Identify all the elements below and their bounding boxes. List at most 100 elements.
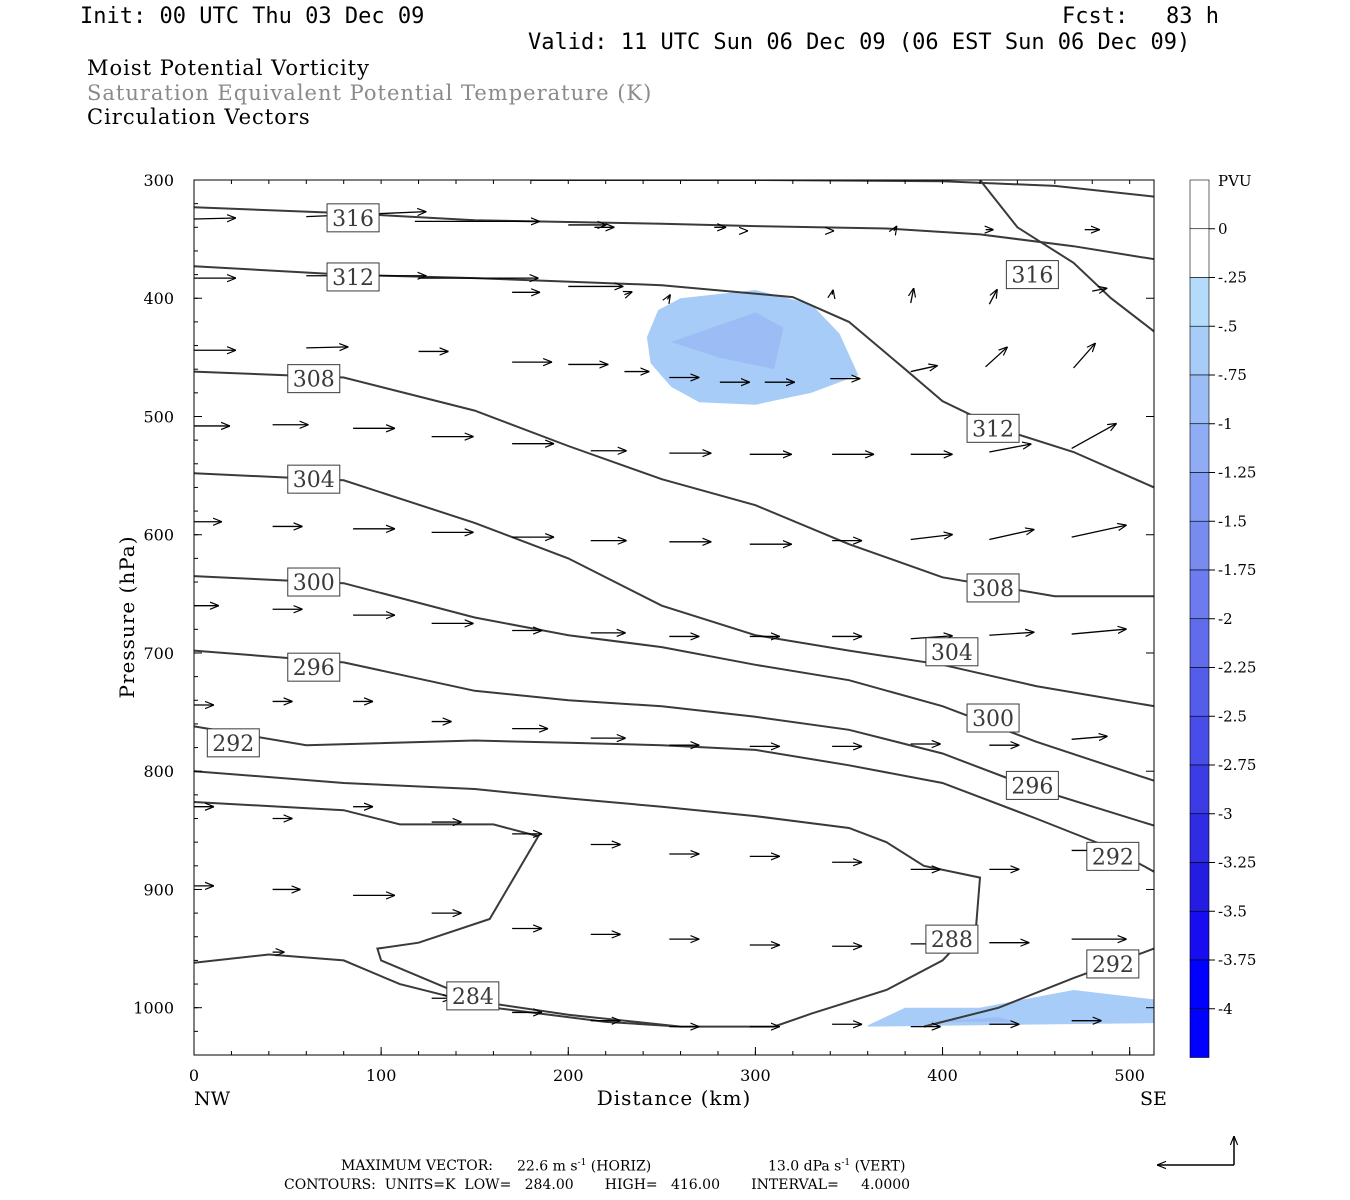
contour-label: 300	[966, 703, 1020, 733]
colorbar-tick-label: 0	[1218, 220, 1228, 238]
circulation-vector	[194, 218, 236, 219]
vert-unit: (VERT)	[854, 1158, 906, 1175]
svg-text:308: 308	[972, 577, 1014, 602]
colorbar-tick-label: -1	[1218, 415, 1233, 433]
title-vectors: Circulation Vectors	[87, 105, 311, 129]
colorbar-tick-label: -2.25	[1218, 659, 1256, 677]
circulation-vector	[1073, 343, 1096, 369]
svg-text:284: 284	[452, 985, 494, 1010]
colorbar-tick-label: -1.75	[1218, 561, 1256, 579]
colorbar-cell	[1189, 862, 1210, 912]
colorbar-cell	[1189, 423, 1210, 473]
forecast-label: Fcst:	[1062, 4, 1129, 29]
x-end-left-label: NW	[194, 1088, 231, 1110]
circulation-vector	[911, 288, 914, 304]
x-axis-title: Distance (km)	[597, 1086, 752, 1110]
colorbar-tick-label: -2	[1218, 610, 1233, 628]
colorbar-cell	[1189, 325, 1210, 376]
svg-text:292: 292	[1092, 845, 1134, 870]
colorbar-tick-label: -2.75	[1218, 756, 1256, 774]
y-tick-label: 400	[143, 289, 174, 308]
circulation-vector	[1071, 736, 1108, 739]
contour-label: 312	[326, 262, 380, 292]
theta-es-contour-296	[194, 649, 1154, 827]
svg-text:304: 304	[931, 641, 973, 666]
circulation-vector	[1092, 288, 1107, 291]
pv-shaded-region	[671, 312, 784, 370]
contour-label: 296	[1005, 770, 1059, 800]
colorbar-cell	[1189, 764, 1210, 815]
x-tick-label: 400	[927, 1066, 958, 1085]
contour-label: 300	[287, 567, 341, 597]
contours-info: CONTOURS: UNITS=K LOW= 284.00 HIGH= 416.…	[284, 1177, 911, 1193]
x-tick-label: 100	[366, 1066, 397, 1085]
colorbar-tick-label: -4	[1218, 1000, 1233, 1018]
horiz-value: 22.6	[517, 1158, 549, 1175]
svg-text:288: 288	[931, 928, 973, 953]
colorbar-cell	[1189, 569, 1210, 620]
contour-label: 292	[1086, 841, 1140, 871]
svg-text:300: 300	[972, 707, 1014, 732]
reference-vector-icon	[1157, 1136, 1234, 1165]
x-tick-label: 200	[553, 1066, 584, 1085]
vert-value: 13.0	[768, 1158, 800, 1175]
colorbar-cell	[1189, 472, 1210, 522]
svg-text:292: 292	[212, 732, 254, 757]
circulation-vector	[989, 444, 1031, 453]
init-time: Init: 00 UTC Thu 03 Dec 09	[80, 4, 425, 29]
circulation-vector	[306, 347, 348, 348]
svg-text:316: 316	[1011, 264, 1053, 289]
circulation-vector	[910, 636, 953, 639]
circulation-vector	[667, 294, 670, 299]
y-tick-label: 600	[143, 526, 174, 545]
theta-es-contour-292	[194, 725, 1154, 873]
contour-label: 308	[966, 573, 1020, 603]
circulation-vector	[988, 289, 997, 305]
y-tick-label: 800	[143, 762, 174, 781]
pv-shaded-region	[867, 990, 1154, 1027]
circulation-vector	[1071, 525, 1127, 538]
contour-label: 284	[446, 981, 500, 1011]
title-pv: Moist Potential Vorticity	[87, 56, 370, 80]
contour-label: 296	[287, 652, 341, 682]
colorbar-cell	[1189, 910, 1210, 961]
colorbar-tick-label: -3.75	[1218, 951, 1256, 969]
theta-es-contour-288	[194, 770, 982, 1028]
x-tick-label: 0	[189, 1066, 199, 1085]
svg-text:312: 312	[972, 417, 1014, 442]
contour-label: 292	[1086, 949, 1140, 979]
colorbar-tick-label: -.5	[1218, 317, 1237, 335]
colorbar-tick-label: -.25	[1218, 269, 1247, 287]
colorbar-tick-label: -2.5	[1218, 707, 1247, 725]
valid-time: Valid: 11 UTC Sun 06 Dec 09 (06 EST Sun …	[528, 30, 1191, 55]
title-theta-es: Saturation Equivalent Potential Temperat…	[87, 81, 653, 105]
contour-label: 304	[287, 464, 341, 494]
colorbar-cell	[1189, 277, 1210, 327]
plot-frame	[193, 179, 1155, 1056]
colorbar-cell	[1189, 1008, 1210, 1058]
y-tick-label: 1000	[133, 999, 174, 1018]
y-tick-label: 700	[143, 644, 174, 663]
circulation-vector	[910, 366, 938, 373]
colorbar-tick-label: -3.25	[1218, 854, 1256, 872]
y-tick-label: 900	[143, 880, 174, 899]
colorbar-tick-label: -3	[1218, 805, 1233, 823]
svg-text:308: 308	[293, 368, 335, 393]
max-vector-vert: 13.0 dPa s-1 (VERT)	[768, 1158, 906, 1175]
theta-es-contour-284	[194, 953, 681, 1028]
svg-text:312: 312	[332, 266, 374, 291]
colorbar-tick-label: -1.25	[1218, 464, 1256, 482]
y-tick-label: 500	[143, 407, 174, 426]
contour-label: 312	[966, 413, 1020, 443]
x-end-right-label: SE	[1140, 1088, 1167, 1110]
colorbar-cell	[1189, 520, 1210, 571]
colorbar-cell	[1189, 813, 1210, 863]
colorbar-cell	[1189, 228, 1210, 278]
circulation-vector	[910, 534, 953, 541]
circulation-vector	[1071, 423, 1117, 449]
contour-label: 316	[1005, 260, 1059, 290]
svg-text:296: 296	[1011, 774, 1053, 799]
contour-label: 308	[287, 364, 341, 394]
colorbar-tick-label: -.75	[1218, 366, 1247, 384]
